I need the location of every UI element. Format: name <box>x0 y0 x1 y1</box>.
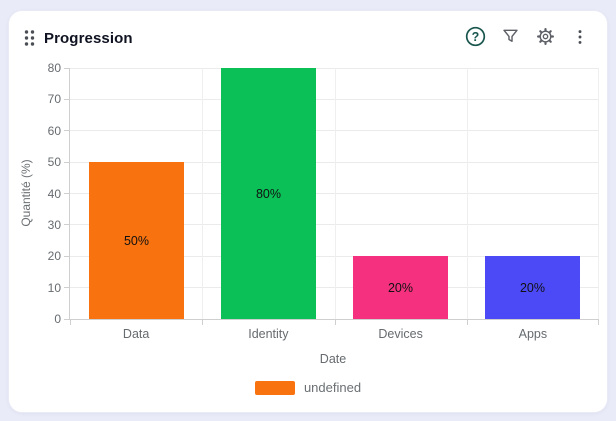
header-actions: ? <box>464 26 591 50</box>
y-axis-tick <box>64 161 69 163</box>
x-axis-tick <box>334 320 336 325</box>
y-tick-label: 70 <box>47 92 61 107</box>
bar-value-label: 20% <box>387 280 414 295</box>
y-axis-tick <box>64 98 69 100</box>
filter-button[interactable] <box>499 27 521 49</box>
kebab-menu-icon <box>571 28 589 49</box>
y-tick-label: 0 <box>54 312 61 326</box>
y-tick-label: 30 <box>47 217 61 232</box>
bar-identity[interactable]: 80% <box>221 68 316 319</box>
y-axis-tick <box>64 67 69 69</box>
help-button[interactable]: ? <box>464 26 486 50</box>
widget-title: Progression <box>44 29 133 47</box>
gridline-vertical <box>466 68 468 319</box>
bar-value-label: 20% <box>519 280 546 295</box>
gridline-vertical <box>598 68 599 319</box>
y-axis-title: Quantité (%) <box>19 159 33 227</box>
drag-handle-icon[interactable] <box>23 29 37 47</box>
y-tick-label: 20 <box>47 249 61 264</box>
more-options-button[interactable] <box>569 27 591 49</box>
y-axis-tick <box>64 193 69 194</box>
x-category-label: Devices <box>378 327 423 341</box>
y-axis-tick <box>64 224 69 226</box>
plot-area: 0 10 20 30 40 50 60 70 80 50% Data 80% Identity 20% De… <box>48 61 599 341</box>
question-circle-icon: ? <box>465 26 486 50</box>
y-tick-label: 40 <box>47 186 61 201</box>
x-axis-tick <box>69 320 71 325</box>
bar-chart: Quantité (%) 0 10 20 30 40 50 60 70 80 50% Data 80%… <box>9 11 607 412</box>
y-tick-label: 60 <box>47 123 61 138</box>
bar-devices[interactable]: 20% <box>353 256 448 319</box>
x-axis-tick <box>466 320 468 325</box>
y-tick-label: 50 <box>47 155 61 170</box>
bar-value-label: 50% <box>123 233 150 248</box>
legend-swatch <box>254 380 295 395</box>
funnel-icon <box>501 27 520 49</box>
gridline-vertical <box>201 68 203 319</box>
y-axis-tick <box>64 255 69 257</box>
widget-header: Progression ? <box>9 11 607 55</box>
x-axis-tick <box>598 320 599 325</box>
bar-data[interactable]: 50% <box>89 162 184 319</box>
x-axis-title: Date <box>319 352 347 366</box>
x-axis-tick <box>201 320 203 325</box>
x-category-label: Identity <box>248 327 289 341</box>
x-category-label: Data <box>122 327 150 341</box>
gridline-vertical <box>334 68 336 319</box>
gear-icon <box>536 27 555 49</box>
progression-widget-card: Progression ? <box>8 10 608 413</box>
y-axis-tick <box>64 130 69 132</box>
svg-text:?: ? <box>471 30 479 44</box>
x-category-label: Apps <box>518 327 548 341</box>
chart-legend[interactable]: undefined <box>9 380 607 395</box>
y-axis-tick <box>64 318 69 320</box>
y-tick-label: 80 <box>47 61 61 75</box>
bar-value-label: 80% <box>255 186 282 201</box>
bar-apps[interactable]: 20% <box>485 256 580 319</box>
y-axis-tick <box>64 287 69 289</box>
y-tick-label: 10 <box>47 280 61 295</box>
legend-label: undefined <box>303 380 362 395</box>
settings-button[interactable] <box>534 27 556 49</box>
